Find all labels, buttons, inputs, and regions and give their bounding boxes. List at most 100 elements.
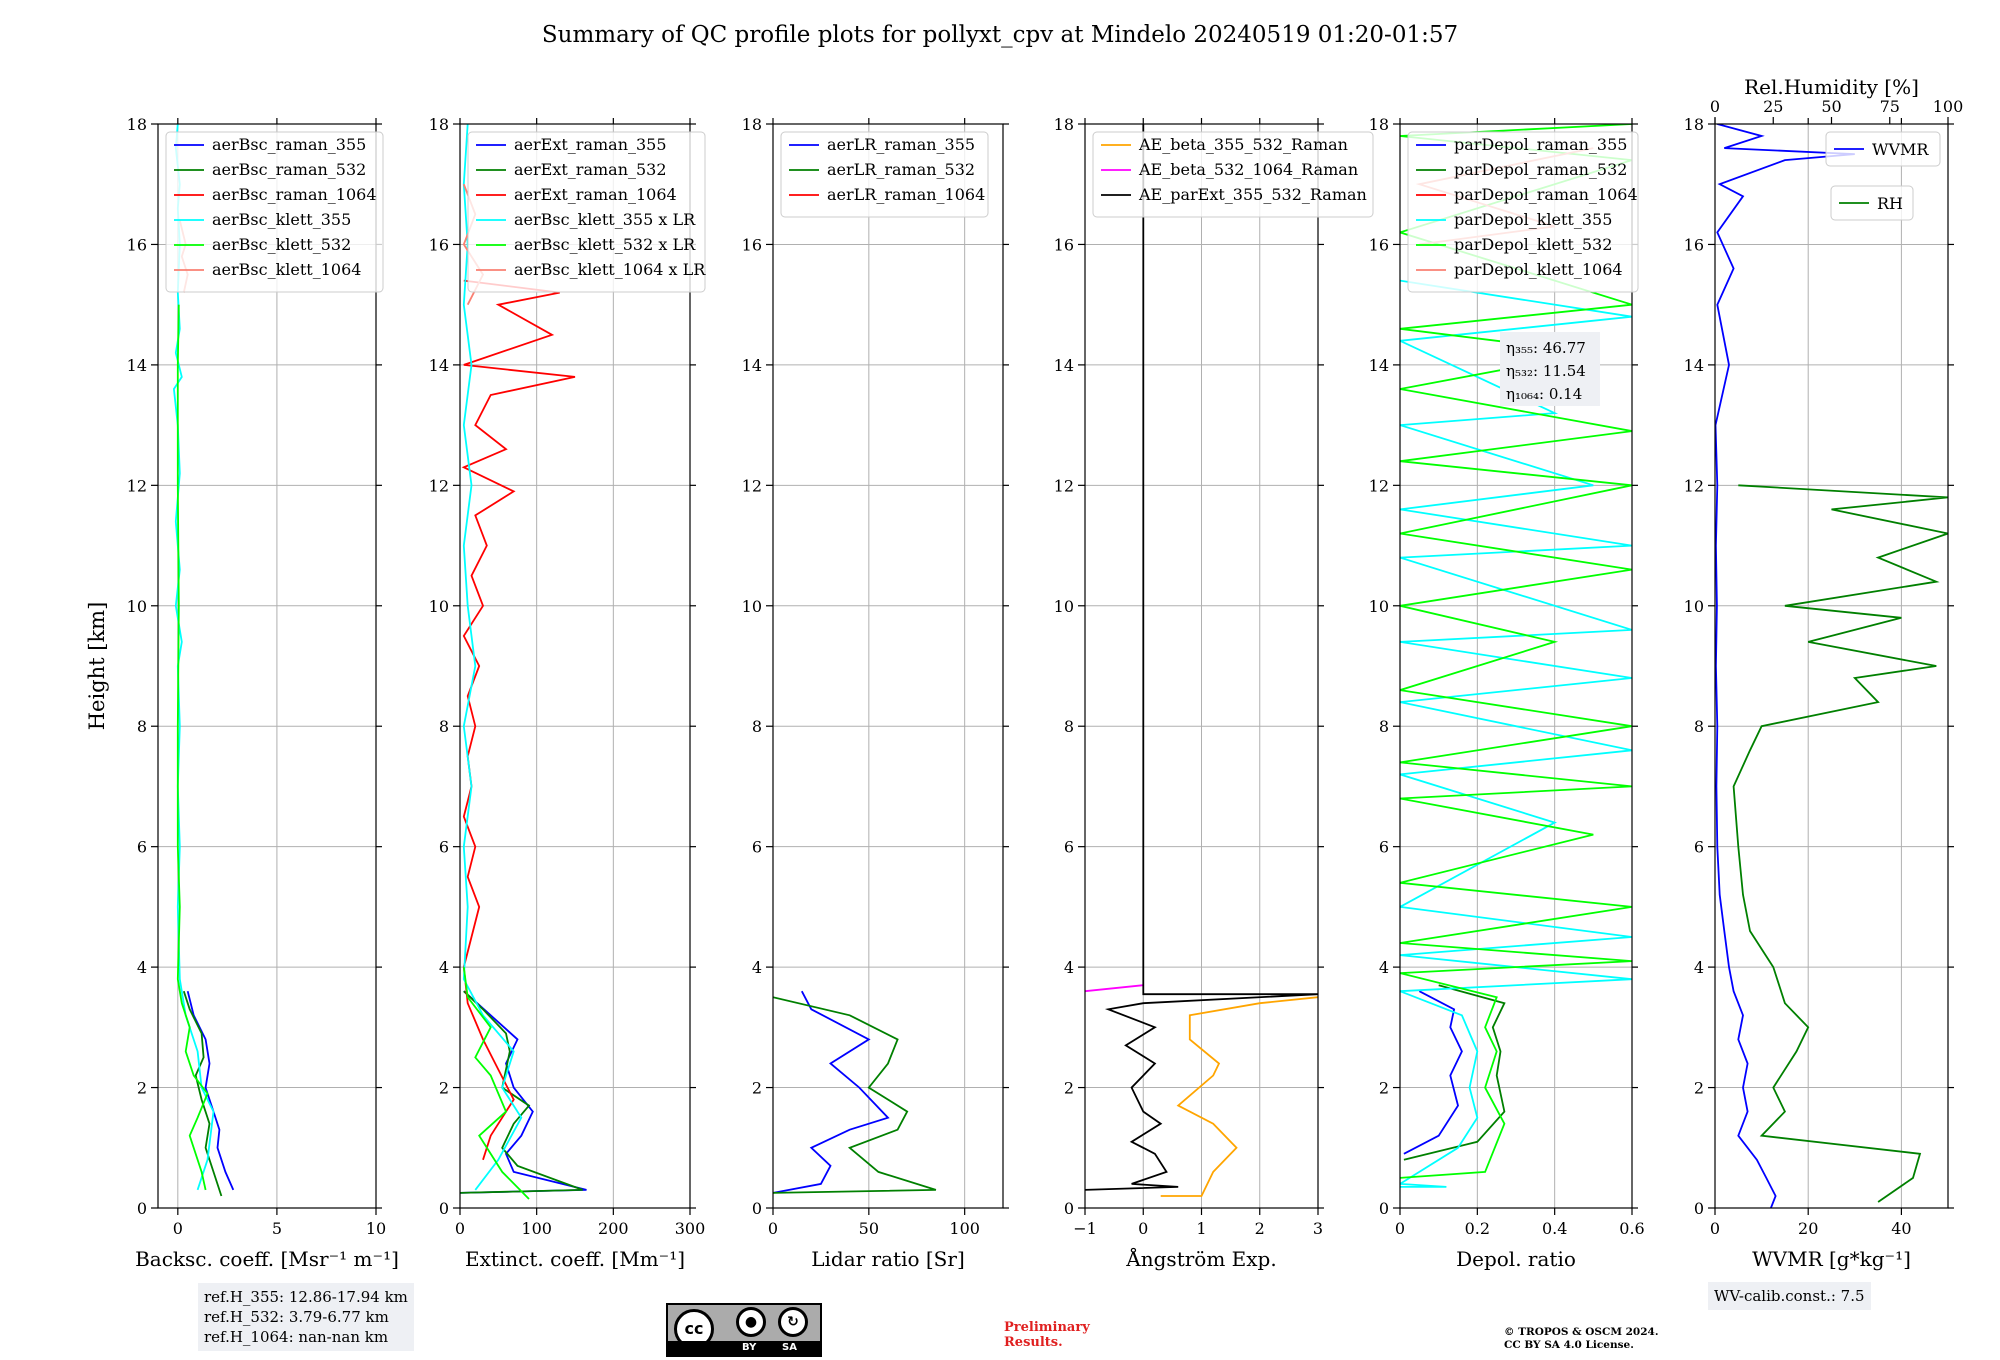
x-axis-label: Backsc. coeff. [Msr⁻¹ m⁻¹]: [135, 1247, 399, 1271]
legend-label: parDepol_raman_1064: [1454, 185, 1638, 204]
x-axis-label: Ångström Exp.: [1125, 1246, 1276, 1271]
x-tick-label: 10: [366, 1219, 386, 1238]
axes-frame: [459, 123, 691, 1209]
y-tick-label: 8: [1379, 717, 1389, 736]
y-axis-label: Height [km]: [85, 602, 109, 731]
y-tick-label: 16: [1684, 235, 1704, 254]
x-tick-label: −1: [1073, 1219, 1097, 1238]
eta-annotation-label: η₃₅₅: 46.77: [1506, 339, 1586, 357]
y-tick-label: 14: [1684, 356, 1704, 375]
legend-label: aerExt_raman_1064: [514, 185, 677, 204]
ref-height-1064: ref.H_1064: nan-nan km: [204, 1328, 389, 1346]
legend-label: aerBsc_klett_1064: [212, 260, 361, 279]
series-line-rh: [1732, 484, 1948, 1203]
attribution-icon: ●: [736, 1307, 766, 1337]
legend-label: AE_beta_355_532_Raman: [1138, 135, 1348, 154]
y-tick-label: 18: [429, 115, 449, 134]
y-tick-label: 4: [1379, 958, 1389, 977]
legend-frame: [1830, 185, 1914, 221]
series-line-aerbsc-klett-532: [176, 304, 209, 1191]
ref-height-532: ref.H_532: 3.79-6.77 km: [204, 1308, 389, 1326]
y-tick-label: 14: [1054, 356, 1074, 375]
y-tick-label: 10: [1369, 597, 1389, 616]
y-tick-label: 18: [1054, 115, 1074, 134]
legend-label: aerBsc_klett_532 x LR: [514, 235, 696, 254]
eta-annotation-label: η₅₃₂: 11.54: [1506, 362, 1586, 380]
series-line-ae-parext-355-532-raman: [1085, 124, 1318, 1191]
x-tick-label: 300: [675, 1219, 706, 1238]
y-tick-label: 4: [1064, 958, 1074, 977]
x-tick-label: 3: [1313, 1219, 1323, 1238]
axes-frame: [1714, 123, 1949, 1209]
x-axis-label: WVMR [g*kg⁻¹]: [1752, 1247, 1911, 1271]
y-tick-label: 10: [127, 597, 147, 616]
x2-tick-label: 50: [1821, 97, 1841, 116]
y-tick-label: 8: [1064, 717, 1074, 736]
series-line-aerbsc-klett-355-x-lr: [462, 124, 523, 1191]
figure-title: Summary of QC profile plots for pollyxt_…: [541, 22, 1459, 48]
y-tick-label: 14: [429, 356, 449, 375]
x-tick-label: 0: [1395, 1219, 1405, 1238]
x-tick-label: 0: [768, 1219, 778, 1238]
series-line-aerlr-raman-532: [773, 996, 937, 1194]
legend-label: parDepol_klett_355: [1454, 210, 1612, 229]
y-tick-label: 6: [1379, 838, 1389, 857]
legend: AE_beta_355_532_Raman AE_beta_532_1064_Ra…: [1092, 131, 1374, 218]
copyright-line-2: CC BY SA 4.0 License.: [1504, 1339, 1634, 1351]
panel-2: 0 100 200 300 0 2 4 6 8 10 12 14 16 18 Extinct. coeff.…: [429, 115, 707, 1271]
panel-1: 0 5 10 0 2 4 6 8 10 12 14 16 18 Backsc. coeff. [Msr⁻¹…: [127, 115, 399, 1271]
y-tick-label: 6: [1064, 838, 1074, 857]
legend: aerExt_raman_355 aerExt_raman_532 aerExt_r…: [467, 131, 706, 293]
legend-label: RH: [1877, 194, 1903, 213]
panel-6: 0 20 40 0 2 4 6 8 10 12 14 16 18 WVMR [g*kg⁻¹] 0 25 50 75…: [1684, 75, 1964, 1271]
x2-tick-label: 0: [1710, 97, 1720, 116]
y-tick-label: 6: [1694, 838, 1704, 857]
y-tick-label: 8: [137, 717, 147, 736]
legend-frame: [780, 131, 989, 218]
preliminary-notice: Preliminary Results.: [1004, 1320, 1090, 1350]
y-tick-label: 14: [127, 356, 147, 375]
series-line-aerbsc-klett-532-x-lr: [462, 966, 530, 1200]
cc-by-sa-license-badge: cc ● ↻ BY SA: [666, 1303, 822, 1357]
y-tick-label: 4: [752, 958, 762, 977]
legend-label: aerBsc_raman_1064: [212, 185, 377, 204]
wv-calib-const: WV-calib.const.: 7.5: [1714, 1287, 1865, 1305]
y-tick-label: 18: [1369, 115, 1389, 134]
y-tick-label: 10: [1684, 597, 1704, 616]
x-axis-label: Depol. ratio: [1456, 1247, 1576, 1271]
eta-annotation-label: η₁₀₆₄: 0.14: [1506, 385, 1582, 403]
y-tick-label: 6: [439, 838, 449, 857]
legend-frame: [467, 131, 706, 293]
y-tick-label: 2: [137, 1079, 147, 1098]
x-tick-label: 0.6: [1619, 1219, 1644, 1238]
preliminary-line-1: Preliminary: [1004, 1320, 1090, 1335]
x-tick-label: 100: [949, 1219, 980, 1238]
legend-label: parDepol_klett_1064: [1454, 260, 1623, 279]
axes-frame: [772, 123, 1004, 1209]
y-tick-label: 2: [1694, 1079, 1704, 1098]
ref-height-355: ref.H_355: 12.86-17.94 km: [204, 1288, 408, 1306]
y-tick-label: 10: [1054, 597, 1074, 616]
copyright-notice: © TROPOS & OSCM 2024. CC BY SA 4.0 Licen…: [1504, 1326, 1659, 1352]
legend-label: AE_beta_532_1064_Raman: [1138, 160, 1358, 179]
y-tick-label: 10: [742, 597, 762, 616]
legend-label: aerBsc_klett_1064 x LR: [514, 260, 706, 279]
x2-tick-label: 100: [1933, 97, 1964, 116]
x-tick-label: 0: [455, 1219, 465, 1238]
y-tick-label: 14: [742, 356, 762, 375]
y-tick-label: 12: [1054, 476, 1074, 495]
reference-height-box: ref.H_355: 12.86-17.94 km ref.H_532: 3.7…: [198, 1283, 414, 1351]
x-axis-label: Extinct. coeff. [Mm⁻¹]: [465, 1247, 685, 1271]
legend-label: parDepol_raman_532: [1454, 160, 1627, 179]
x2-tick-label: 25: [1763, 97, 1783, 116]
y-tick-label: 18: [1684, 115, 1704, 134]
legend-label: aerBsc_raman_355: [212, 135, 366, 154]
legend-label: aerExt_raman_532: [514, 160, 667, 179]
legend-label: parDepol_raman_355: [1454, 135, 1627, 154]
x-tick-label: 200: [598, 1219, 629, 1238]
legend-label: aerLR_raman_355: [827, 135, 975, 154]
y-tick-label: 0: [1379, 1199, 1389, 1218]
legend-frame: [165, 131, 384, 293]
legend: RH: [1830, 185, 1914, 221]
